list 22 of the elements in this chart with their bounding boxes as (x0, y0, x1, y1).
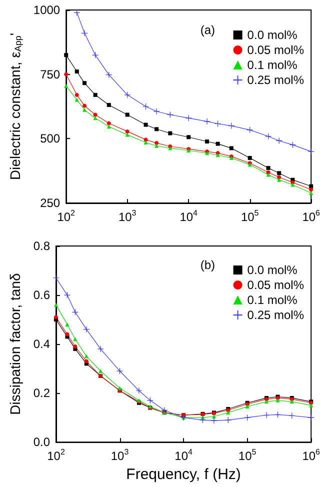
legend-label: 0.1 mol% (247, 293, 298, 307)
legend-label: 0.05 mol% (247, 43, 304, 57)
y-axis-title: Dissipation factor, tanδ (7, 273, 23, 415)
x-axis-title: Frequency, f (Hz) (126, 466, 241, 483)
legend-label: 0.25 mol% (247, 73, 304, 87)
y-tick-label: 0.8 (33, 239, 50, 253)
y-tick-label: 500 (40, 132, 60, 146)
y-tick-label: 0.0 (33, 435, 50, 450)
legend-label: 0.0 mol% (247, 28, 298, 42)
y-tick-label: 0.6 (33, 288, 50, 302)
legend-label: 0.25 mol% (247, 308, 304, 322)
annotation: (a) (200, 23, 216, 37)
y-tick-label: 0.4 (33, 337, 50, 352)
legend-label: 0.1 mol% (247, 58, 298, 72)
y-tick-label: 0.2 (33, 386, 50, 400)
legend-label: 0.05 mol% (247, 278, 304, 292)
legend-label: 0.0 mol% (247, 263, 298, 277)
y-tick-label: 750 (40, 67, 60, 82)
annotation: (b) (200, 258, 216, 272)
y-tick-label: 1000 (33, 3, 60, 17)
y-tick-label: 250 (40, 196, 60, 210)
y-axis-title: Dielectric constant, εApp' (7, 32, 23, 180)
